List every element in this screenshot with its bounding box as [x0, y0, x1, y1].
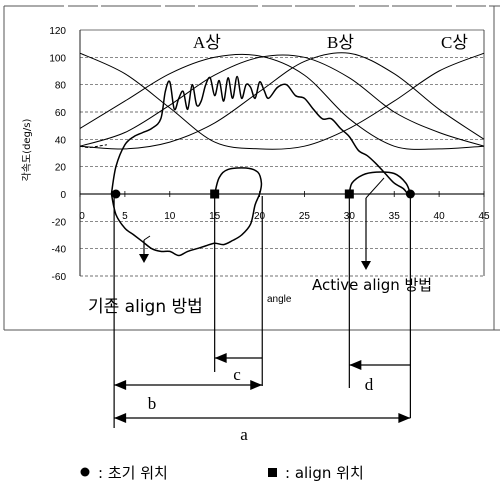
align-position-marker — [344, 189, 354, 199]
series-line-8 — [348, 171, 412, 195]
dimension-c-head-left — [214, 353, 227, 363]
conventional-arrow-head — [139, 254, 149, 263]
y-tick-label: 80 — [55, 81, 67, 92]
phase-label: B상 — [327, 33, 354, 52]
x-tick-label: 0 — [79, 211, 85, 222]
x-tick-label: 20 — [254, 211, 266, 222]
y-tick-label: 60 — [55, 108, 67, 119]
initial-position-marker — [405, 189, 415, 199]
y-tick-label: 0 — [60, 190, 66, 201]
conventional-method-label: 기존 align 방법 — [88, 297, 203, 317]
initial-position-marker — [111, 189, 121, 199]
y-tick-label: -60 — [52, 272, 67, 283]
series-line-7 — [110, 167, 263, 257]
dimension-label-c: c — [233, 365, 241, 384]
series-line-4 — [79, 54, 485, 147]
phase-label: C상 — [441, 33, 468, 52]
dimension-b-head-left — [114, 380, 127, 390]
dimension-a-head-left — [114, 413, 127, 423]
x-tick-label: 45 — [478, 211, 490, 222]
legend-align-position-symbol — [268, 468, 277, 477]
y-tick-label: 100 — [49, 53, 66, 64]
phase-label: A상 — [193, 33, 221, 52]
x-tick-label: 35 — [389, 211, 401, 222]
legend-initial-position-symbol — [80, 467, 90, 477]
legend-initial-position-label: : 초기 위치 — [98, 464, 168, 482]
y-tick-label: 20 — [55, 163, 67, 174]
dimension-b-head-right — [250, 380, 263, 390]
series-line-2 — [79, 52, 485, 150]
align-position-marker — [210, 189, 220, 199]
x-tick-label: 5 — [122, 211, 128, 222]
y-tick-label: 120 — [49, 26, 66, 37]
x-tick-label: 10 — [164, 211, 176, 222]
series-line-3 — [79, 52, 485, 150]
y-axis-title: 각속도(deg/s) — [21, 118, 33, 181]
active-arrow-head — [361, 261, 371, 270]
active-arrow-leader — [365, 177, 385, 199]
x-axis-title: angle — [267, 294, 292, 305]
dimension-label-a: a — [240, 425, 248, 444]
y-tick-label: -20 — [52, 217, 67, 228]
dimension-label-d: d — [365, 375, 374, 394]
y-tick-label: 40 — [55, 135, 67, 146]
dimension-a-head-right — [398, 413, 411, 423]
y-tick-label: -40 — [52, 245, 67, 256]
conventional-arrow-leader — [143, 235, 151, 241]
series-line-1 — [79, 53, 485, 150]
series-line-6 — [110, 75, 409, 195]
active-method-label: Active align 방법 — [312, 276, 432, 294]
dimension-d-head-left — [349, 360, 362, 370]
dimension-label-b: b — [148, 394, 157, 413]
legend-align-position-label: : align 위치 — [285, 464, 364, 482]
x-tick-label: 40 — [434, 211, 446, 222]
x-tick-label: 25 — [299, 211, 311, 222]
